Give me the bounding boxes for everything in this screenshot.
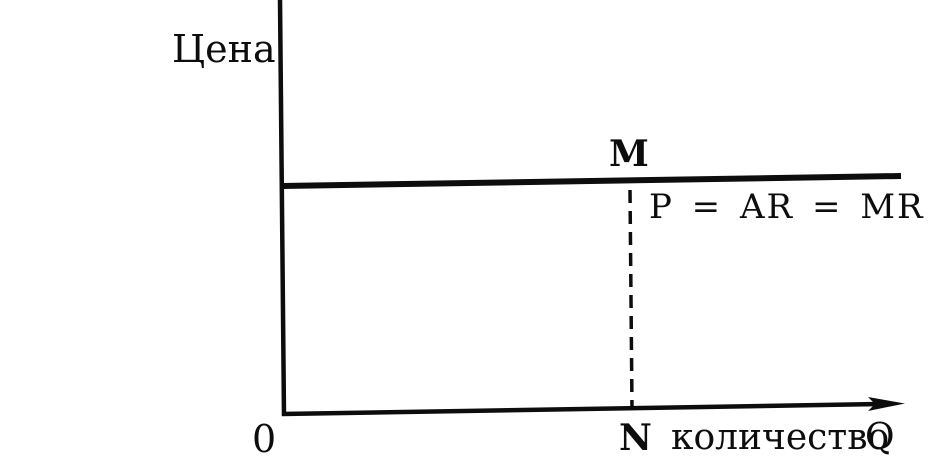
x-axis-line (281, 401, 881, 417)
x-axis-arrowhead (868, 397, 905, 411)
dashed-line-mn (628, 189, 634, 409)
y-axis-label: Цена (172, 27, 276, 71)
price-line (281, 173, 902, 189)
line-equation-label: P = AR = MR (649, 187, 925, 227)
y-axis-line (277, 0, 287, 417)
origin-label: 0 (252, 417, 277, 461)
point-m-label: M (609, 133, 649, 175)
x-axis-label: количество (671, 417, 890, 458)
x-axis-symbol: Q (865, 417, 895, 458)
point-n-label: N (619, 417, 652, 459)
